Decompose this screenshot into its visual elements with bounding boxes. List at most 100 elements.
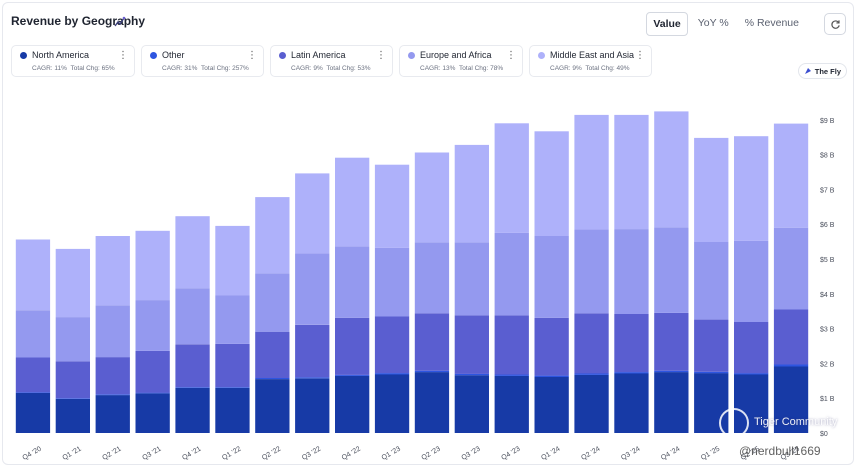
- bar-segment: [255, 331, 290, 378]
- bar-segment: [454, 242, 489, 316]
- more-icon[interactable]: ⋮: [635, 50, 645, 61]
- bar-segment: [135, 392, 170, 394]
- bar-segment: [534, 375, 569, 377]
- x-tick-label: Q3 '23: [460, 446, 481, 462]
- legend-cagr: CAGR: 11%: [32, 65, 67, 72]
- x-tick-label: Q1 '24: [540, 446, 561, 462]
- bar-segment: [95, 305, 130, 358]
- value-button[interactable]: Value: [646, 12, 688, 36]
- bar-segment: [654, 312, 689, 371]
- stacked-bar-chart: $0 $1 B $2 B $3 B $4 B $5 B $6 B $7 B $8 B $9 B Q4…: [15, 111, 835, 462]
- the-fly-badge[interactable]: The Fly: [797, 63, 847, 79]
- x-tick-label: Q4 '20: [22, 446, 43, 462]
- bar-segment: [734, 240, 769, 322]
- legend-card-north-america[interactable]: North America CAGR: 11% Total Chg: 65% ⋮: [11, 45, 135, 77]
- more-icon[interactable]: ⋮: [376, 50, 386, 61]
- panel-title: Revenue by Geography: [11, 14, 146, 28]
- bar-segment: [335, 374, 370, 376]
- bar-segment: [773, 123, 809, 228]
- bar-segment: [335, 317, 370, 375]
- legend-total: Total Chg: 49%: [585, 65, 630, 72]
- watermark-user: @nerdbull1669: [739, 444, 821, 458]
- bar-segment: [15, 357, 51, 393]
- bar-segment: [694, 319, 729, 372]
- bar-segment: [494, 232, 529, 316]
- bar-segment: [494, 375, 529, 433]
- x-tick-label: Q4 '24: [660, 446, 681, 462]
- x-tick-label: Q2 '22: [261, 446, 282, 462]
- bar-segment: [135, 300, 170, 351]
- bar-segment: [574, 114, 609, 230]
- bar-segment: [335, 246, 370, 318]
- panel-header: Revenue by Geography Value YoY % % Reven…: [3, 3, 855, 37]
- legend-cagr: CAGR: 13%: [420, 65, 456, 72]
- legend-cagr: CAGR: 9%: [291, 65, 323, 72]
- bar-segment: [255, 378, 290, 379]
- legend-card-other[interactable]: Other CAGR: 31% Total Chg: 257% ⋮: [141, 45, 264, 77]
- chart-settings-icon[interactable]: [114, 15, 126, 27]
- bar-segment: [215, 225, 250, 296]
- bar-segment: [255, 197, 290, 274]
- bar-segment: [614, 229, 649, 314]
- more-icon[interactable]: ⋮: [506, 50, 516, 61]
- legend-label: Europe and Africa: [420, 50, 492, 60]
- bar-segment: [414, 152, 450, 243]
- bar-segment: [414, 242, 450, 314]
- y-tick-label: $6 B: [820, 222, 835, 229]
- bar-segment: [374, 247, 410, 317]
- bar-segment: [773, 364, 809, 367]
- bar-segment: [614, 114, 649, 229]
- bar-segment: [15, 239, 51, 311]
- bar-segment: [15, 393, 51, 433]
- bar-segment: [734, 136, 769, 241]
- more-icon[interactable]: ⋮: [247, 50, 257, 61]
- watermark-brand: Tiger Community: [754, 416, 838, 428]
- bar-segment: [694, 241, 729, 320]
- bar-segment: [215, 343, 250, 388]
- bar-segment: [255, 273, 290, 332]
- bar-segment: [454, 373, 489, 376]
- legend-label: Latin America: [291, 50, 346, 60]
- bar-segment: [295, 324, 330, 378]
- bar-segment: [295, 377, 330, 379]
- bar-segment: [574, 373, 609, 375]
- legend-label: Middle East and Asia: [550, 50, 635, 60]
- bar-segment: [215, 387, 250, 433]
- y-tick-label: $4 B: [820, 292, 835, 299]
- legend-dot: [408, 51, 415, 59]
- legend-label: North America: [32, 50, 90, 60]
- bar-segment: [374, 373, 410, 375]
- more-icon[interactable]: ⋮: [118, 50, 128, 61]
- bar-segment: [534, 377, 569, 433]
- bar-segment: [773, 366, 809, 433]
- x-tick-label: Q4 '22: [341, 446, 362, 462]
- x-tick-label: Q3 '21: [141, 446, 162, 462]
- legend-card-europe-africa[interactable]: Europe and Africa CAGR: 13% Total Chg: 7…: [399, 45, 523, 77]
- fly-logo-icon: [804, 68, 811, 74]
- bar-segment: [374, 316, 410, 374]
- yoy-button[interactable]: YoY %: [697, 17, 729, 29]
- legend-cagr: CAGR: 31%: [162, 65, 198, 72]
- bar-segment: [694, 137, 729, 242]
- legend-card-latin-america[interactable]: Latin America CAGR: 9% Total Chg: 53% ⋮: [270, 45, 393, 77]
- y-tick-label: $5 B: [820, 257, 835, 264]
- legend-total: Total Chg: 65%: [70, 65, 115, 72]
- revenue-percent-button[interactable]: % Revenue: [744, 17, 799, 29]
- bar-segment: [135, 230, 170, 301]
- legend-total: Total Chg: 257%: [201, 65, 249, 72]
- bar-segment: [95, 236, 130, 306]
- refresh-button[interactable]: [824, 13, 846, 35]
- bar-segment: [295, 173, 330, 254]
- bar-segment: [175, 216, 210, 289]
- bar-segment: [215, 387, 250, 388]
- legend-cagr: CAGR: 9%: [550, 65, 582, 72]
- bar-segment: [574, 374, 609, 433]
- y-tick-label: $7 B: [820, 187, 835, 194]
- bar-segment: [374, 374, 410, 433]
- bar-segment: [654, 370, 689, 373]
- bar-segment: [55, 317, 90, 362]
- legend-card-middle-east-asia[interactable]: Middle East and Asia CAGR: 9% Total Chg:…: [529, 45, 652, 77]
- bar-segment: [654, 372, 689, 433]
- x-tick-label: Q3 '22: [301, 446, 322, 462]
